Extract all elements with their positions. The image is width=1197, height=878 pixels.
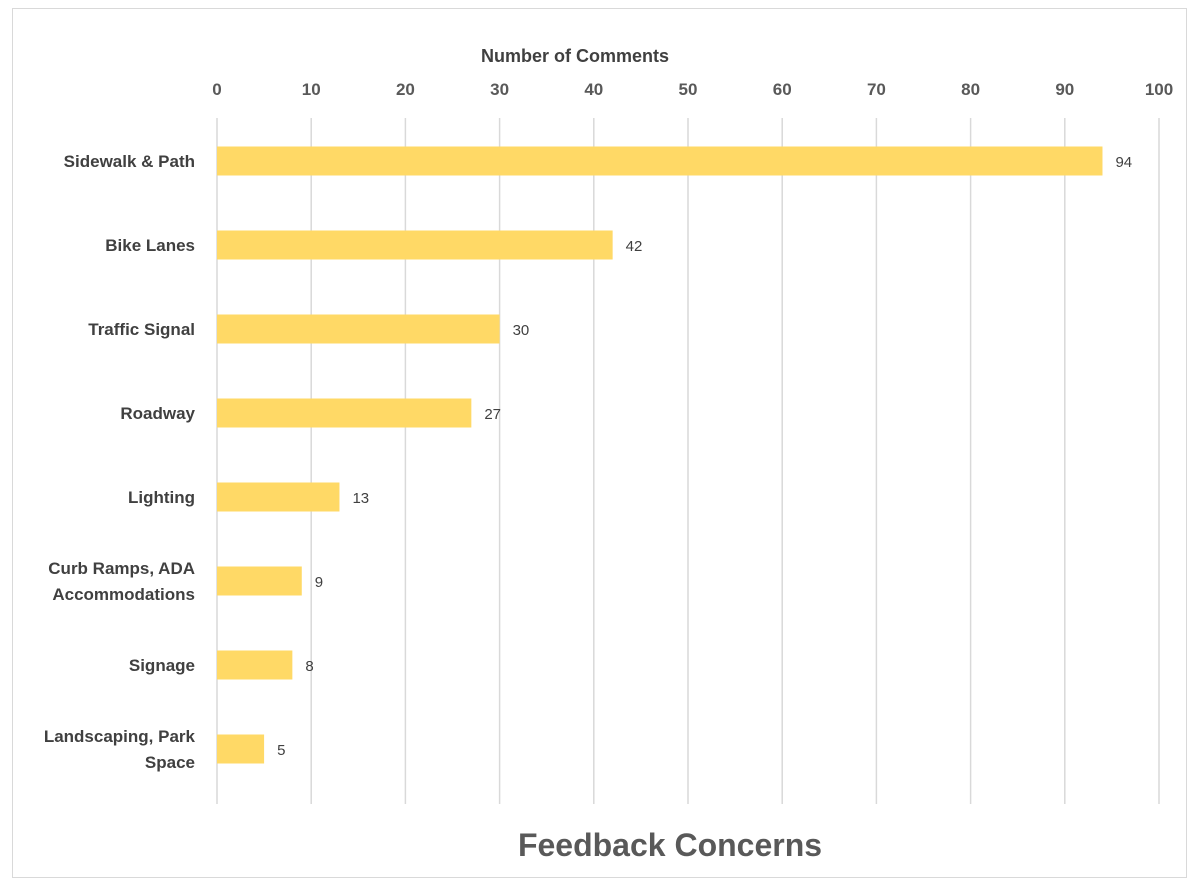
gridlines xyxy=(216,118,1160,804)
x-axis-ticks: 0 10 20 30 40 50 60 70 80 90 100 xyxy=(212,80,1173,99)
category-label-line: Curb Ramps, ADA xyxy=(48,559,195,578)
bars xyxy=(217,146,1103,764)
category-labels: Sidewalk & Path Bike Lanes Traffic Signal R… xyxy=(44,152,196,772)
x-tick-label: 100 xyxy=(1145,80,1173,99)
bar xyxy=(217,734,265,764)
chart-title: Feedback Concerns xyxy=(518,827,822,863)
category-label: Signage xyxy=(129,656,195,675)
data-label: 9 xyxy=(315,574,323,591)
x-tick-label: 90 xyxy=(1055,80,1074,99)
category-label-line: Accommodations xyxy=(52,585,195,604)
category-label-line: Signage xyxy=(129,656,195,675)
x-axis-title: Number of Comments xyxy=(481,46,669,66)
bar xyxy=(217,230,613,260)
category-label-line: Space xyxy=(145,753,195,772)
category-label-line: Traffic Signal xyxy=(88,320,195,339)
x-tick-label: 70 xyxy=(867,80,886,99)
x-tick-label: 40 xyxy=(584,80,603,99)
category-label-line: Lighting xyxy=(128,488,195,507)
x-tick-label: 10 xyxy=(302,80,321,99)
category-label: Bike Lanes xyxy=(105,236,195,255)
category-label: Curb Ramps, ADA Accommodations xyxy=(48,559,195,604)
data-label: 13 xyxy=(352,490,369,507)
data-label: 8 xyxy=(305,658,313,675)
x-tick-label: 60 xyxy=(773,80,792,99)
category-label-line: Roadway xyxy=(120,404,195,423)
data-label: 30 xyxy=(513,322,530,339)
data-label: 5 xyxy=(277,742,285,759)
x-tick-label: 20 xyxy=(396,80,415,99)
x-tick-label: 50 xyxy=(679,80,698,99)
category-label-line: Bike Lanes xyxy=(105,236,195,255)
data-label: 42 xyxy=(626,238,643,255)
category-label-line: Landscaping, Park xyxy=(44,727,196,746)
category-label-line: Sidewalk & Path xyxy=(64,152,195,171)
bar xyxy=(217,482,340,512)
bar xyxy=(217,566,302,596)
data-label: 27 xyxy=(484,406,501,423)
x-tick-label: 80 xyxy=(961,80,980,99)
category-label: Landscaping, Park Space xyxy=(44,727,196,772)
data-labels: 94 42 30 27 13 9 8 5 xyxy=(277,154,1132,759)
x-tick-label: 0 xyxy=(212,80,221,99)
category-label: Lighting xyxy=(128,488,195,507)
category-label: Traffic Signal xyxy=(88,320,195,339)
category-label: Sidewalk & Path xyxy=(64,152,195,171)
x-tick-label: 30 xyxy=(490,80,509,99)
data-label: 94 xyxy=(1115,154,1132,171)
bar xyxy=(217,650,293,680)
category-label: Roadway xyxy=(120,404,195,423)
bar xyxy=(217,146,1103,176)
bar xyxy=(217,398,472,428)
bar xyxy=(217,314,500,344)
